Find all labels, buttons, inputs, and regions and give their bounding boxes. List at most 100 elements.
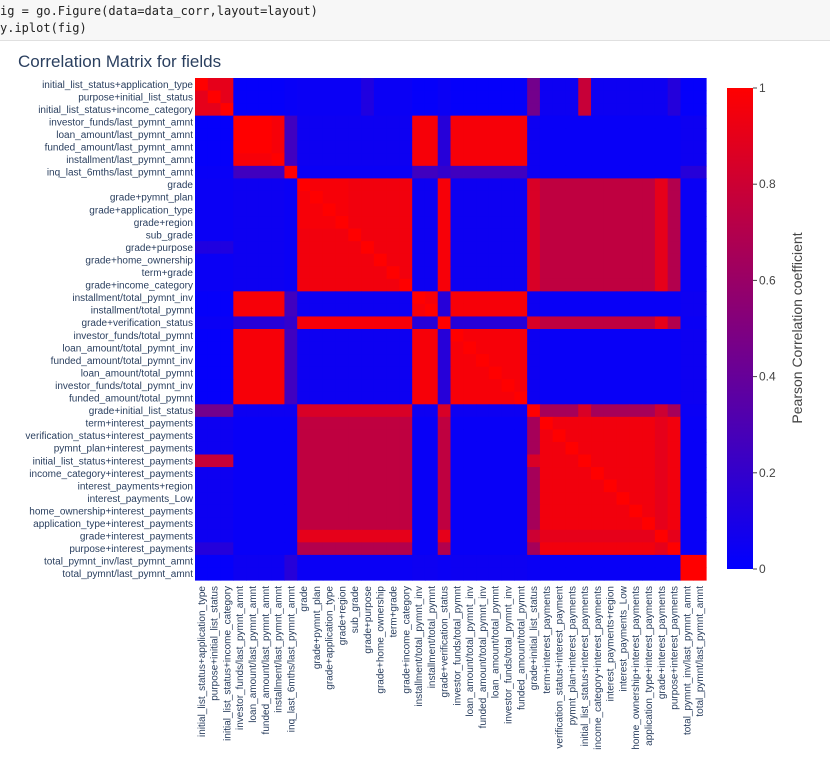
heatmap-cell [284, 517, 298, 531]
heatmap-cell [642, 492, 656, 506]
heatmap-cell [335, 479, 349, 493]
heatmap-cell [297, 504, 311, 518]
heatmap-cell [693, 554, 707, 569]
heatmap-cell [603, 479, 618, 493]
heatmap-cell [642, 416, 656, 430]
heatmap-cell [424, 153, 439, 167]
heatmap-cell [348, 278, 362, 292]
heatmap-cell [463, 429, 477, 443]
heatmap-cell [552, 492, 567, 506]
heatmap-cell [680, 504, 694, 518]
heatmap-cell [514, 529, 528, 543]
heatmap-cell [450, 190, 464, 205]
heatmap-cell [246, 140, 260, 154]
heatmap-cell [680, 542, 694, 556]
heatmap-cell [476, 554, 490, 569]
heatmap-cell [220, 479, 234, 493]
heatmap-cell [399, 303, 413, 318]
heatmap-cell [578, 479, 592, 493]
y-tick-label: initial_list_status+income_category [38, 105, 193, 116]
heatmap-cell [514, 504, 528, 518]
heatmap-cell [680, 567, 694, 581]
heatmap-cell [246, 366, 260, 380]
heatmap-cell [539, 90, 554, 104]
heatmap-cell [693, 216, 707, 230]
heatmap-cell [476, 379, 490, 393]
heatmap-cell [680, 203, 694, 217]
y-tick-label: pymnt_plan+interest_payments [54, 444, 193, 455]
heatmap-cell [578, 416, 592, 430]
heatmap-cell [258, 354, 273, 368]
heatmap-cell [309, 454, 324, 468]
heatmap-cell [424, 103, 439, 117]
code-cell[interactable]: ig = go.Figure(data=data_corr,layout=lay… [0, 0, 830, 41]
heatmap-cell [565, 329, 579, 343]
heatmap-cell [233, 492, 247, 506]
heatmap-cell [220, 316, 234, 330]
colorbar-tick-label: 0.2 [759, 466, 776, 480]
y-tick-label: sub_grade [146, 230, 194, 241]
heatmap-cell [246, 354, 260, 368]
heatmap-cell [488, 140, 503, 154]
heatmap-cell [361, 329, 375, 343]
heatmap-cell [693, 504, 707, 518]
heatmap-cell [246, 529, 260, 543]
heatmap-cell [463, 228, 477, 242]
heatmap-cell [284, 379, 298, 393]
heatmap-cell [348, 115, 362, 129]
heatmap-cell [195, 165, 209, 179]
heatmap-cell [565, 354, 579, 368]
heatmap-cell [501, 103, 515, 117]
heatmap-cell [463, 404, 477, 418]
heatmap-cell [258, 128, 273, 142]
heatmap-cell [322, 203, 337, 217]
heatmap-cell [437, 140, 452, 154]
heatmap-cell [195, 278, 209, 292]
heatmap-cell [654, 441, 669, 456]
heatmap-cell [693, 354, 707, 368]
heatmap-cell [386, 517, 401, 531]
heatmap-cell [386, 165, 401, 179]
heatmap-cell [603, 416, 618, 430]
heatmap-cell [501, 542, 515, 556]
heatmap-cell [220, 529, 234, 543]
x-tick-label: grade [299, 586, 310, 612]
heatmap-cell [284, 567, 298, 581]
heatmap-cell [258, 241, 273, 255]
heatmap-cell [424, 517, 439, 531]
heatmap-cell [297, 303, 311, 318]
heatmap-cell [591, 303, 605, 318]
colorbar-title: Pearson Correlation coefficient [789, 232, 805, 423]
heatmap-cell [233, 454, 247, 468]
heatmap-cell [309, 278, 324, 292]
y-tick-label: funded_amount/total_pymnt_inv [51, 356, 193, 367]
heatmap-cell [463, 190, 477, 205]
heatmap-cell [476, 429, 490, 443]
heatmap-cell [642, 115, 656, 129]
heatmap-cell [501, 178, 515, 192]
heatmap-cell [629, 90, 643, 104]
heatmap-cell [373, 542, 388, 556]
heatmap-cell [539, 316, 554, 330]
heatmap-cell [207, 354, 222, 368]
heatmap-cell [603, 454, 618, 468]
heatmap-cell [361, 165, 375, 179]
heatmap-cell [335, 103, 349, 117]
heatmap-cell [412, 153, 426, 167]
heatmap-cell [424, 303, 439, 318]
heatmap-cell [297, 467, 311, 481]
heatmap-cell [437, 391, 452, 405]
heatmap-cell [322, 153, 337, 167]
heatmap-cell [539, 441, 554, 456]
heatmap-cell [284, 404, 298, 418]
heatmap-cell [220, 190, 234, 205]
heatmap-cell [437, 467, 452, 481]
heatmap-cell [591, 366, 605, 380]
heatmap-cell [667, 404, 682, 418]
x-tick-label: inq_last_6mths/last_pymnt_amnt [286, 586, 297, 732]
heatmap-cell [642, 567, 656, 581]
heatmap-cell [539, 517, 554, 531]
heatmap-cell [399, 354, 413, 368]
heatmap-cell [297, 517, 311, 531]
